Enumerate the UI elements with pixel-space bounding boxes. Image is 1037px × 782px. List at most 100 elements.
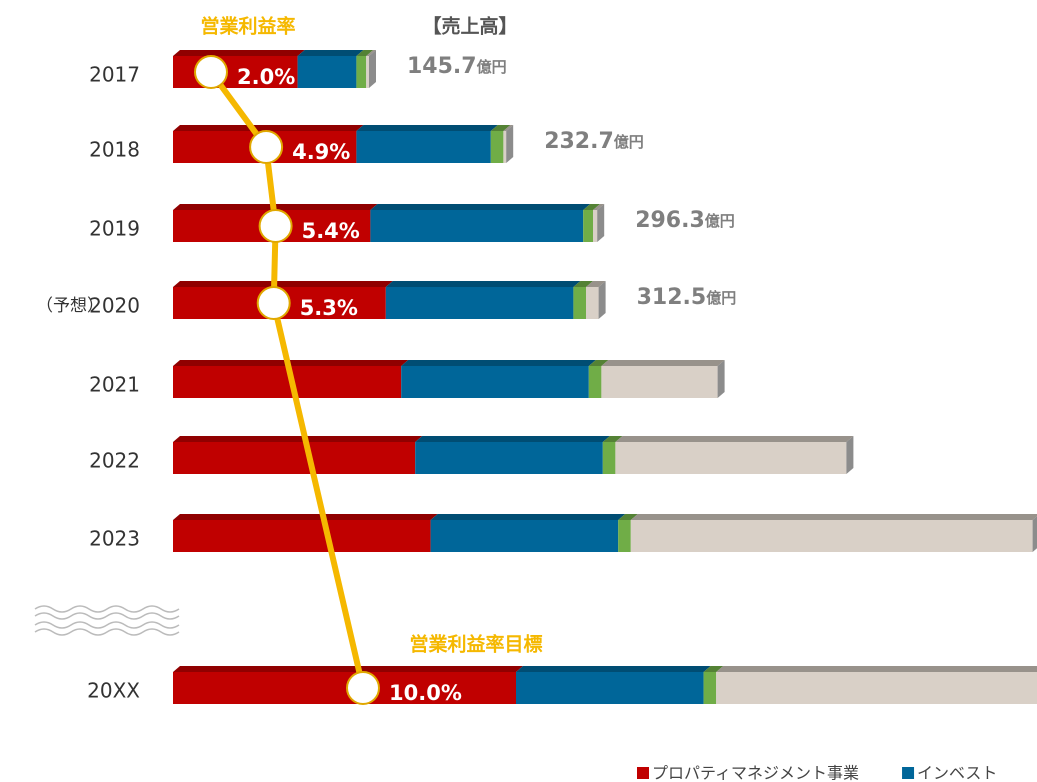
bar-segment (173, 514, 438, 552)
bar-end (506, 125, 514, 163)
bar-front (630, 520, 1033, 552)
bar-segment (490, 125, 511, 163)
bar-top (173, 514, 438, 520)
bar-front (602, 442, 616, 474)
bar-segment (588, 360, 609, 398)
bar-end (717, 360, 725, 398)
bar-segment (173, 50, 305, 88)
bar-segment (593, 204, 605, 242)
bar-front (573, 287, 586, 319)
bar-segment (415, 436, 610, 474)
bar-segment (703, 666, 724, 704)
bar-end (1032, 516, 1037, 552)
bar-segment (430, 514, 626, 552)
margin-point (249, 130, 284, 164)
bar-top (703, 666, 724, 672)
bar-top (601, 360, 725, 366)
bar-front (356, 131, 491, 163)
bar-segment (173, 436, 423, 474)
bar-front (370, 210, 584, 242)
legend-label: インベスト (917, 764, 997, 782)
bar-front (583, 210, 593, 242)
bar-segment (583, 204, 600, 242)
bar-top (401, 360, 596, 366)
bar-top (593, 204, 605, 210)
bar-segment (618, 514, 638, 552)
margin-label: 5.3% (300, 296, 358, 320)
bar-segment (586, 281, 606, 319)
margin-point (194, 55, 228, 89)
legend-swatch (902, 767, 915, 779)
bar-segment (173, 666, 523, 704)
total-label: 145.7億円 (407, 54, 507, 79)
legend-swatch (637, 767, 649, 779)
bar-front (588, 366, 602, 398)
bar-top (583, 204, 600, 210)
bar-front (297, 56, 357, 88)
bar-top (516, 666, 711, 672)
bar-top (430, 514, 626, 520)
margin-point (256, 286, 291, 320)
axis-break (34, 605, 180, 636)
margin-target-title: 営業利益率目標 (409, 633, 542, 656)
bar-top (415, 436, 610, 442)
total-label: 296.3億円 (635, 208, 735, 233)
bar-top (297, 50, 364, 56)
bar-segment (401, 360, 596, 398)
margin-label: 10.0% (389, 681, 462, 705)
bar-front (401, 366, 589, 398)
bar-segment (385, 281, 581, 319)
bar-front (615, 442, 847, 474)
bar-top (602, 436, 623, 442)
total-label: 312.5億円 (637, 285, 737, 310)
y-tick-label: 2017 (89, 63, 140, 87)
margin-point (258, 209, 293, 243)
forecast-label: （予想） (36, 296, 104, 316)
bar-segment (716, 666, 1037, 704)
bar-segment (601, 360, 725, 398)
bar-top (385, 281, 581, 287)
bar-end (369, 50, 376, 88)
bar-top (573, 281, 593, 287)
total-unit: 億円 (706, 289, 736, 307)
bar-end (846, 436, 854, 474)
y-tick-label: 2020 (89, 294, 140, 318)
bar-top (716, 666, 1037, 672)
bar-top (173, 125, 364, 131)
bar-front (716, 672, 1037, 704)
bar-top (356, 50, 374, 56)
bar-front (601, 366, 718, 398)
total-label: 232.7億円 (544, 129, 644, 154)
bar-front (385, 287, 574, 319)
bar-top (618, 514, 638, 520)
bar-segment (602, 436, 623, 474)
bar-front (703, 672, 717, 704)
bar-segment (615, 436, 854, 474)
bar-segment (503, 125, 514, 163)
bar-top (370, 204, 591, 210)
bar-top (173, 50, 305, 56)
bar-front (173, 520, 431, 552)
y-tick-label: 2022 (89, 449, 140, 473)
y-tick-label: 2021 (89, 373, 140, 397)
margin-label: 4.9% (292, 140, 350, 164)
bar-front (366, 56, 369, 88)
y-tick-label: 2023 (89, 527, 140, 551)
margin-line (270, 300, 366, 691)
bar-front (173, 672, 516, 704)
bar-end (597, 204, 605, 242)
bar-front (586, 287, 599, 319)
bar-top (588, 360, 609, 366)
margin-label: 2.0% (237, 65, 295, 89)
bar-front (490, 131, 504, 163)
bar-segment (370, 204, 591, 242)
bar-front (173, 56, 298, 88)
margin-title: 営業利益率 (200, 15, 295, 38)
bar-segment (356, 125, 498, 163)
total-unit: 億円 (477, 58, 507, 76)
bar-segment (630, 514, 1037, 552)
bar-segment (516, 666, 711, 704)
bar-segment (356, 50, 374, 88)
total-unit: 億円 (705, 212, 735, 230)
bar-segment (297, 50, 364, 88)
